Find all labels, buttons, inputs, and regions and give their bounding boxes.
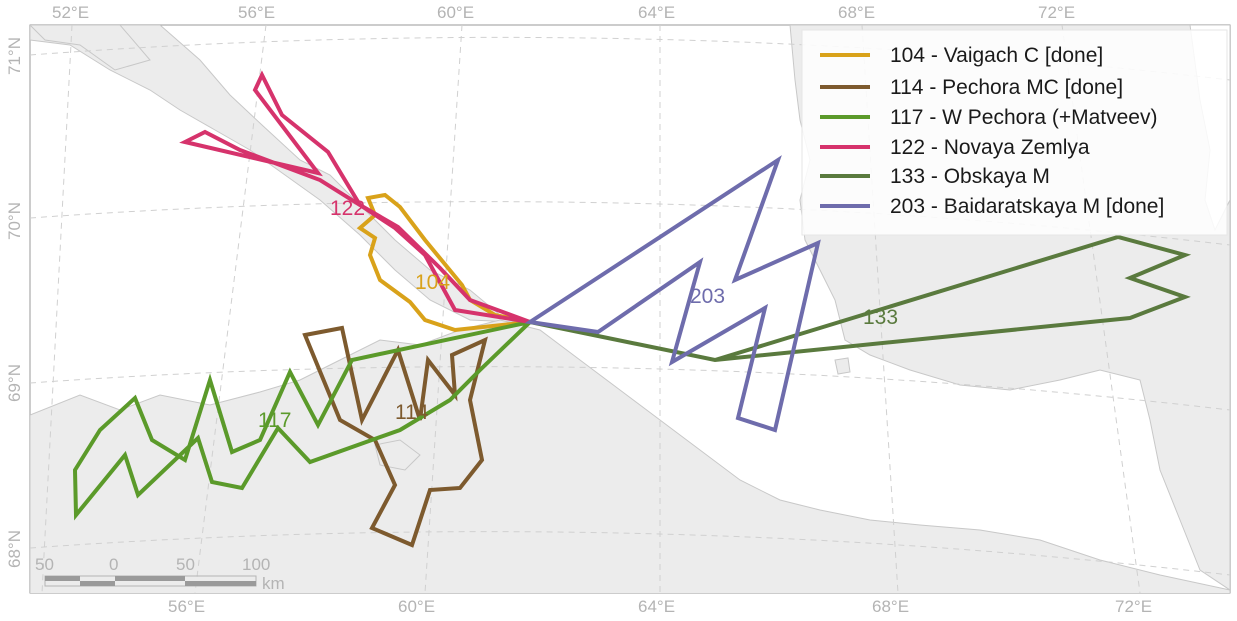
lat-label: 69°N <box>5 364 24 402</box>
legend-item[interactable]: 122 - Novaya Zemlya <box>820 136 1090 159</box>
lon-label: 68°E <box>872 597 909 616</box>
lon-label: 64°E <box>638 3 675 22</box>
legend-item[interactable]: 114 - Pechora MC [done] <box>820 76 1123 99</box>
lat-label: 71°N <box>5 37 24 75</box>
scale-unit-label: km <box>262 574 285 593</box>
legend-label: 117 - W Pechora (+Matveev) <box>890 106 1157 129</box>
scale-bar-segment <box>185 581 256 586</box>
graticule-meridian <box>194 25 267 593</box>
lon-label: 60°E <box>398 597 435 616</box>
graticule-parallel <box>30 366 1230 411</box>
lon-labels-top: 52°E 56°E 60°E 64°E 68°E 72°E <box>52 3 1075 22</box>
small-island <box>834 357 851 375</box>
graticule-parallel <box>30 531 1230 576</box>
track-label-114: 114 <box>395 401 429 424</box>
track-label-203: 203 <box>690 285 725 308</box>
legend-item[interactable]: 104 - Vaigach C [done] <box>820 44 1103 67</box>
lon-labels-bottom: 56°E 60°E 64°E 68°E 72°E <box>168 597 1152 616</box>
track-133[interactable] <box>529 234 1192 363</box>
north-island-land <box>30 25 151 71</box>
legend-item[interactable]: 133 - Obskaya M <box>820 165 1050 188</box>
legend-label: 122 - Novaya Zemlya <box>890 136 1090 159</box>
legend-label: 104 - Vaigach C [done] <box>890 44 1103 67</box>
scale-tick-label: 50 <box>176 555 195 574</box>
track-label-122: 122 <box>330 197 365 220</box>
track-label-117: 117 <box>258 409 291 432</box>
scale-tick-label: 50 <box>35 555 54 574</box>
legend-box <box>801 29 1228 236</box>
novaya-zemlya-land <box>30 25 516 323</box>
track-label-104: 104 <box>415 271 450 294</box>
lon-label: 52°E <box>52 3 89 22</box>
graticule-meridian <box>1061 25 1141 593</box>
legend: 104 - Vaigach C [done] 114 - Pechora MC … <box>801 29 1228 236</box>
track-label-133: 133 <box>863 306 898 329</box>
legend-label: 114 - Pechora MC [done] <box>890 76 1123 99</box>
legend-item[interactable]: 117 - W Pechora (+Matveev) <box>820 106 1157 129</box>
scale-bar-segment <box>80 581 115 586</box>
legend-item[interactable]: 203 - Baidaratskaya M [done] <box>820 195 1164 218</box>
lon-label: 56°E <box>168 597 205 616</box>
scale-bar-segment <box>45 576 80 581</box>
scale-tick-label: 0 <box>109 555 118 574</box>
track-122[interactable] <box>179 70 531 324</box>
lon-label: 72°E <box>1115 597 1152 616</box>
tracks-layer <box>72 70 1192 548</box>
scale-bar: 50 0 50 100 km <box>35 555 285 593</box>
graticule-meridian <box>424 25 463 593</box>
lat-label: 70°N <box>5 202 24 240</box>
track-117[interactable] <box>72 320 532 521</box>
graticule-meridian <box>861 25 899 593</box>
lat-label: 68°N <box>5 530 24 568</box>
legend-label: 133 - Obskaya M <box>890 165 1050 188</box>
lat-labels: 71°N 70°N 69°N 68°N <box>5 37 24 568</box>
scale-tick-label: 100 <box>242 555 270 574</box>
scale-bar-segment <box>115 576 185 581</box>
lon-label: 64°E <box>638 597 675 616</box>
lon-label: 60°E <box>437 3 474 22</box>
track-labels: 104 114 117 122 133 203 <box>258 197 898 432</box>
track-203[interactable] <box>524 155 821 433</box>
lon-label: 72°E <box>1038 3 1075 22</box>
lon-label: 56°E <box>238 3 275 22</box>
graticule-meridian <box>41 25 73 593</box>
lon-label: 68°E <box>838 3 875 22</box>
legend-label: 203 - Baidaratskaya M [done] <box>890 195 1164 218</box>
